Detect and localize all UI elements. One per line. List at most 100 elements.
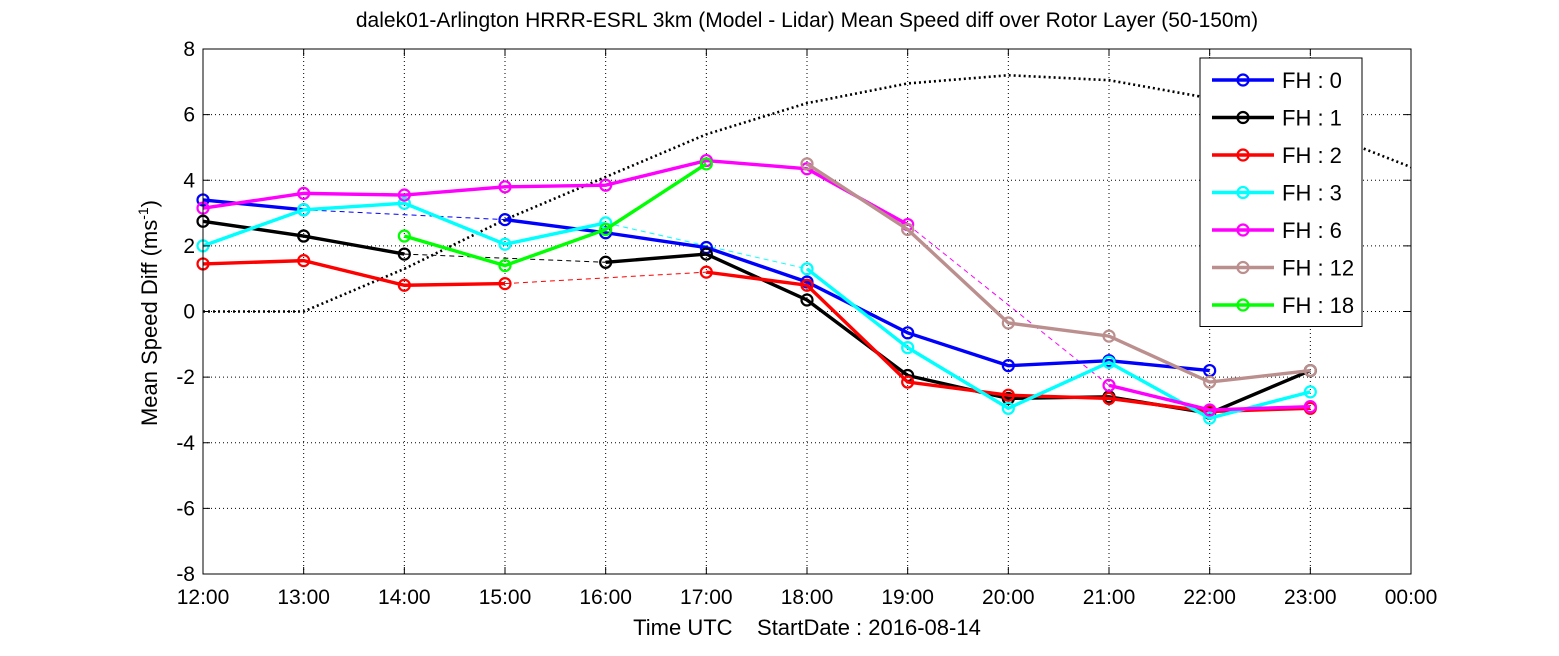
legend-marker xyxy=(1236,260,1250,275)
legend-marker xyxy=(1236,298,1250,312)
series-layer xyxy=(196,153,1317,425)
series-line xyxy=(403,162,708,268)
x-tick-label: 21:00 xyxy=(1083,586,1136,609)
series-5 xyxy=(800,157,1317,389)
x-tick-label: 18:00 xyxy=(781,586,834,609)
legend-marker xyxy=(1236,110,1250,125)
series-line xyxy=(806,162,1311,384)
data-point xyxy=(901,326,915,340)
data-point xyxy=(1203,403,1217,417)
data-point xyxy=(699,247,713,261)
x-tick-label: 22:00 xyxy=(1183,586,1236,609)
data-point xyxy=(1001,388,1015,402)
series-line xyxy=(202,201,607,248)
reference-curve xyxy=(203,73,1412,313)
data-point xyxy=(397,188,411,202)
x-axis-label: Time UTC StartDate : 2016-08-14 xyxy=(633,615,981,640)
legend-label: FH : 3 xyxy=(1282,181,1342,206)
legend-marker xyxy=(1236,185,1250,200)
series-line xyxy=(504,217,1210,373)
reference-curve-line xyxy=(203,73,1412,313)
series-line xyxy=(202,219,405,256)
y-tick-label: -4 xyxy=(176,432,195,455)
y-tick-label: 8 xyxy=(183,38,195,61)
legend-marker xyxy=(1236,73,1250,87)
y-tick-label: 4 xyxy=(183,169,195,192)
x-tick-label: 12:00 xyxy=(177,586,230,609)
data-point xyxy=(1102,378,1116,392)
data-point xyxy=(1303,400,1317,414)
series-6 xyxy=(397,157,713,273)
legend-label: FH : 2 xyxy=(1282,143,1342,168)
y-tick-label: -8 xyxy=(176,563,195,586)
data-point xyxy=(800,293,814,307)
data-point xyxy=(1303,385,1317,399)
y-tick-label: -6 xyxy=(176,497,195,520)
series-1 xyxy=(196,214,1317,420)
series-line xyxy=(1108,383,1311,412)
data-point xyxy=(397,278,411,292)
chart-title: dalek01-Arlington HRRR-ESRL 3km (Model -… xyxy=(356,9,1258,32)
data-point xyxy=(1203,411,1217,425)
series-4 xyxy=(196,153,1317,417)
y-tick-label: 6 xyxy=(183,104,195,127)
legend-label: FH : 12 xyxy=(1282,256,1354,281)
data-point xyxy=(1001,401,1015,415)
data-point xyxy=(297,229,311,243)
series-2 xyxy=(196,254,1317,419)
data-point xyxy=(1102,391,1116,406)
data-point xyxy=(1102,329,1116,343)
x-tick-label: 17:00 xyxy=(680,586,733,609)
x-tick-label: 15:00 xyxy=(479,586,532,609)
series-line xyxy=(805,267,1311,420)
legend-label: FH : 18 xyxy=(1282,293,1354,318)
series-3 xyxy=(196,196,1317,425)
data-point xyxy=(800,157,814,171)
ticks: 12:00 13:00 14:00 15:00 16:00 17:00 18:00 19:00… xyxy=(176,38,1437,609)
y-tick-label: 0 xyxy=(183,301,195,324)
data-point xyxy=(599,222,613,237)
data-point xyxy=(1102,355,1116,369)
data-point xyxy=(599,255,613,269)
legend: FH : 0 FH : 1 FH : 2 FH : 3 FH : 6 FH : 12 FH … xyxy=(1199,57,1363,327)
gap-connector xyxy=(504,271,707,285)
data-point xyxy=(800,278,814,292)
data-point xyxy=(800,262,814,276)
data-point xyxy=(297,203,311,217)
x-tick-label: 14:00 xyxy=(378,586,431,609)
x-tick-label: 23:00 xyxy=(1284,586,1337,609)
data-point xyxy=(901,375,915,389)
data-point xyxy=(498,237,512,251)
data-point xyxy=(297,186,311,200)
data-point xyxy=(498,258,512,273)
legend-label: FH : 0 xyxy=(1282,68,1342,93)
data-point xyxy=(397,196,411,210)
x-tick-label: 13:00 xyxy=(277,586,330,609)
y-axis-label-close: ) xyxy=(137,200,162,207)
data-point xyxy=(901,340,915,355)
grid xyxy=(203,49,1411,574)
x-tick-label: 20:00 xyxy=(982,586,1035,609)
y-axis-label-main: Mean Speed Diff (ms xyxy=(137,220,162,426)
data-point xyxy=(397,247,411,261)
data-point xyxy=(498,180,512,194)
data-point xyxy=(901,222,915,237)
y-tick-label: 2 xyxy=(183,235,195,258)
data-point xyxy=(498,213,512,227)
x-tick-label: 00:00 xyxy=(1385,586,1438,609)
data-point xyxy=(599,178,613,192)
data-point xyxy=(1303,363,1317,378)
gap-connector xyxy=(303,209,506,221)
x-tick-label: 16:00 xyxy=(579,586,632,609)
series-line xyxy=(202,198,304,212)
x-tick-label: 19:00 xyxy=(881,586,934,609)
legend-marker xyxy=(1236,223,1250,237)
data-point xyxy=(1001,316,1015,330)
y-axis-label: Mean Speed Diff (ms-1) xyxy=(135,200,162,426)
data-point xyxy=(397,229,411,243)
legend-label: FH : 1 xyxy=(1282,106,1342,131)
series-line xyxy=(202,258,506,287)
data-point xyxy=(1203,375,1217,389)
y-tick-label: -2 xyxy=(176,366,195,389)
